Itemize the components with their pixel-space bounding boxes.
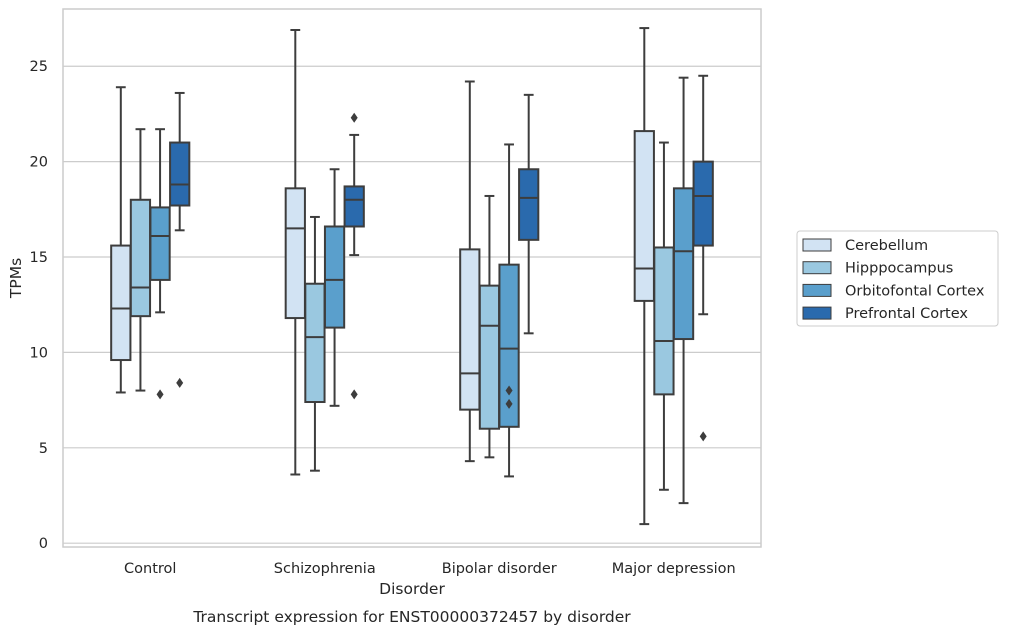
box-iqr: [478, 284, 501, 430]
x-axis-label: Disorder: [379, 580, 445, 598]
box-cerebellum: [633, 27, 655, 526]
box-prefrontal-cortex: [692, 74, 714, 442]
legend-swatch: [802, 283, 832, 297]
outlier-point: [505, 385, 513, 396]
x-tick-label: Major depression: [612, 561, 736, 577]
box-orbitofontal-cortex: [323, 168, 346, 407]
box-iqr: [692, 160, 714, 247]
box-hipppocampus: [478, 194, 501, 459]
box-iqr: [672, 187, 695, 341]
plot-frame: [62, 8, 762, 548]
legend-label: Cerebellum: [845, 238, 928, 254]
box-iqr: [169, 141, 191, 207]
y-tick-label: 0: [39, 536, 48, 552]
legend-label: Hipppocampus: [845, 261, 953, 277]
box-iqr: [343, 185, 365, 228]
y-axis-label: TPMs: [7, 258, 25, 299]
box-iqr: [323, 225, 346, 329]
box-iqr: [149, 206, 171, 281]
box-prefrontal-cortex: [343, 112, 365, 400]
x-tick-label: Control: [124, 561, 176, 577]
box-iqr: [284, 187, 306, 320]
box-orbitofontal-cortex: [149, 128, 171, 400]
legend: Cerebellum Hipppocampus Orbitofontal Corte…: [796, 230, 999, 327]
x-axis-ticks: Control Schizophrenia Bipolar disorder Majo…: [124, 561, 736, 577]
box-series-group: [110, 27, 714, 526]
box-iqr: [518, 168, 540, 241]
outlier-point: [350, 112, 358, 123]
outlier-point: [156, 389, 164, 400]
x-tick-label: Schizophrenia: [274, 561, 376, 577]
box-hipppocampus: [129, 128, 152, 392]
box-iqr: [459, 248, 481, 411]
box-iqr: [653, 246, 675, 396]
outlier-point: [505, 398, 513, 409]
box-cerebellum: [110, 86, 132, 394]
box-hipppocampus: [304, 215, 326, 472]
legend-label: Prefrontal Cortex: [845, 306, 968, 322]
box-iqr: [129, 198, 152, 318]
box-prefrontal-cortex: [518, 93, 540, 335]
y-tick-label: 5: [39, 441, 48, 457]
legend-swatch: [802, 238, 832, 252]
y-tick-label: 15: [30, 250, 48, 266]
legend-label: Orbitofontal Cortex: [845, 283, 985, 299]
y-tick-label: 20: [30, 155, 48, 171]
box-orbitofontal-cortex: [498, 143, 520, 478]
box-iqr: [110, 244, 132, 362]
y-tick-label: 25: [30, 59, 48, 75]
outlier-point: [176, 377, 184, 388]
y-tick-label: 10: [30, 345, 48, 361]
legend-frame: [796, 230, 999, 327]
box-hipppocampus: [653, 141, 675, 491]
box-cerebellum: [284, 28, 306, 476]
box-iqr: [633, 130, 655, 302]
chart-caption: Transcript expression for ENST0000037245…: [192, 608, 631, 626]
box-prefrontal-cortex: [169, 91, 191, 388]
outlier-point: [699, 431, 707, 442]
box-iqr: [304, 282, 326, 404]
legend-swatch: [802, 306, 832, 320]
box-cerebellum: [459, 80, 481, 463]
box-orbitofontal-cortex: [672, 76, 695, 505]
outlier-point: [350, 389, 358, 400]
x-tick-label: Bipolar disorder: [442, 561, 557, 577]
box-iqr: [498, 263, 520, 428]
y-axis-ticks: 0 5 10 15 20 25: [30, 59, 48, 552]
legend-swatch: [802, 261, 832, 275]
